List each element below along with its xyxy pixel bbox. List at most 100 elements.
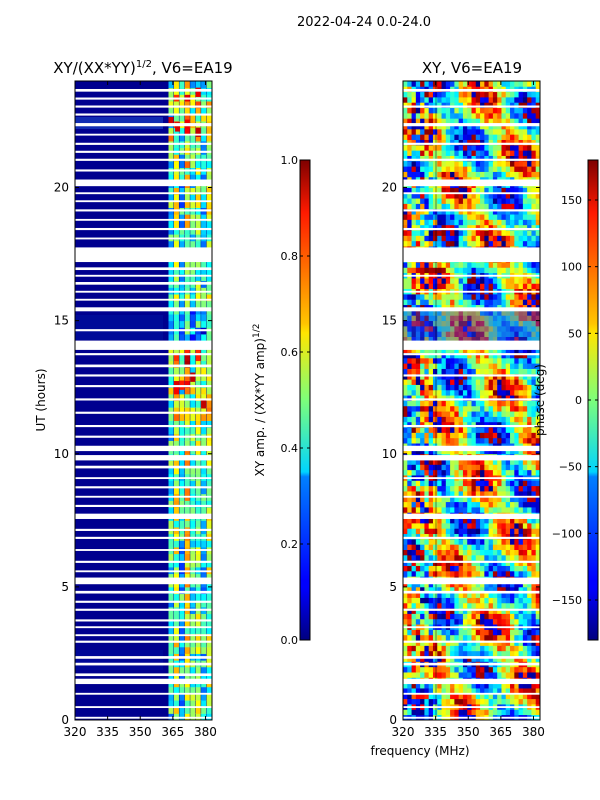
phase-cell <box>420 400 425 407</box>
phase-cell <box>488 230 494 236</box>
phase-cell <box>403 411 408 417</box>
amplitude-cell <box>195 380 201 388</box>
phase-cell <box>462 379 468 385</box>
phase-cell <box>411 522 417 529</box>
phase-cell <box>527 373 532 380</box>
phase-cell <box>407 459 412 465</box>
phase-cell <box>428 554 434 561</box>
phase-cell <box>527 395 532 401</box>
phase-cell <box>407 528 412 535</box>
phase-flagged-row <box>403 577 540 585</box>
phase-cell <box>492 128 498 135</box>
phase-xtick-label: 380 <box>522 725 545 739</box>
phase-cell <box>424 592 430 598</box>
amplitude-cell <box>190 646 196 654</box>
phase-cell <box>462 278 468 284</box>
amplitude-cell <box>201 440 207 448</box>
amplitude-cell <box>190 640 196 648</box>
phase-cell <box>484 613 490 620</box>
phase-cell <box>535 608 540 614</box>
phase-cell <box>411 144 417 151</box>
phase-cell <box>471 501 477 508</box>
phase-cell <box>484 128 490 135</box>
phase-cell <box>432 629 438 636</box>
amplitude-cell <box>173 573 179 581</box>
phase-cell <box>488 581 494 588</box>
phase-cell <box>424 629 430 636</box>
phase-cell <box>518 496 524 503</box>
phase-cell <box>505 522 511 529</box>
phase-cell <box>437 262 442 268</box>
phase-cell <box>415 384 421 391</box>
phase-cell <box>407 400 412 407</box>
phase-cell <box>441 384 447 391</box>
phase-cell <box>501 592 507 598</box>
phase-cell <box>522 581 528 588</box>
phase-cell <box>445 602 451 609</box>
phase-cell <box>415 81 421 87</box>
phase-cell <box>535 134 540 140</box>
phase-cell <box>445 81 451 87</box>
phase-cell <box>437 464 442 471</box>
phase-cell <box>527 315 532 322</box>
phase-cell <box>428 96 434 103</box>
phase-cell <box>415 400 421 407</box>
phase-cell <box>424 160 430 167</box>
amplitude-cell <box>173 520 179 528</box>
phase-cell <box>492 235 498 242</box>
phase-cell <box>403 522 408 529</box>
amplitude-cell <box>179 586 185 595</box>
phase-cell <box>424 389 430 396</box>
phase-cell <box>450 437 455 444</box>
phase-cell <box>420 586 425 593</box>
phase-cell <box>518 613 524 620</box>
phase-cell <box>497 150 502 156</box>
phase-cell <box>454 363 460 369</box>
amplitude-colorbar-tick-label: 0.0 <box>281 634 299 647</box>
amplitude-cell <box>206 407 212 415</box>
phase-cell <box>403 118 408 124</box>
phase-cell <box>428 533 434 540</box>
phase-cell <box>415 139 421 146</box>
amplitude-cell <box>168 187 174 195</box>
phase-cell <box>527 294 532 300</box>
amplitude-cell <box>206 260 212 268</box>
phase-cell <box>437 650 442 657</box>
phase-cell <box>535 81 540 87</box>
phase-cell <box>471 368 477 375</box>
phase-cell <box>437 395 442 401</box>
phase-cell <box>510 219 515 226</box>
phase-cell <box>467 682 472 689</box>
phase-cell <box>471 565 477 572</box>
phase-cell <box>522 331 528 337</box>
phase-cell <box>514 320 519 327</box>
phase-cell <box>492 384 498 391</box>
phase-cell <box>522 357 528 364</box>
phase-cell <box>527 187 532 194</box>
phase-cell <box>403 533 408 540</box>
amplitude-cell <box>206 214 212 222</box>
phase-cell <box>471 421 477 428</box>
phase-cell <box>488 363 494 369</box>
phase-cell <box>492 166 498 172</box>
phase-cell <box>484 347 490 353</box>
phase-cell <box>415 565 421 572</box>
amplitude-cell <box>168 480 174 488</box>
phase-cell <box>501 81 507 87</box>
amplitude-cell <box>173 540 179 548</box>
phase-cell <box>510 160 515 167</box>
phase-cell <box>484 480 490 487</box>
phase-cell <box>492 336 498 343</box>
amplitude-cell <box>201 626 207 634</box>
phase-cell <box>480 656 485 662</box>
phase-cell <box>450 187 455 194</box>
phase-cell <box>510 166 515 172</box>
phase-cell <box>501 608 507 614</box>
phase-cell <box>505 278 511 284</box>
phase-cell <box>450 224 455 231</box>
phase-cell <box>480 405 485 412</box>
phase-cell <box>411 192 417 199</box>
phase-cell <box>497 522 502 529</box>
phase-cell <box>475 235 481 242</box>
phase-cell <box>501 118 507 124</box>
